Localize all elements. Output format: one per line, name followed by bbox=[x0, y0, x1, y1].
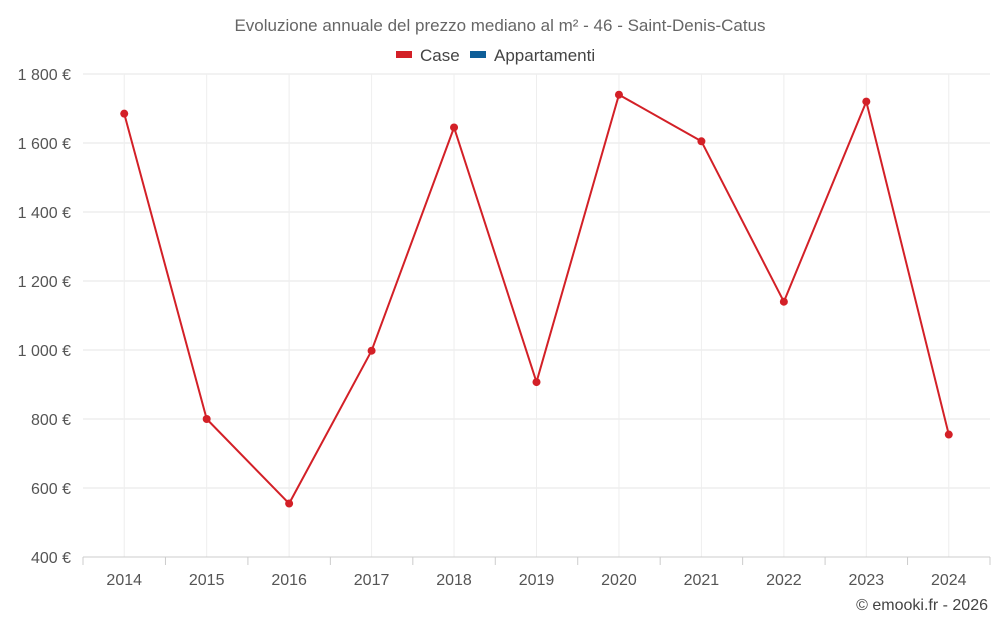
y-tick-label: 1 400 € bbox=[18, 205, 71, 222]
data-point bbox=[532, 378, 541, 387]
legend-label-case: Case bbox=[420, 46, 460, 65]
data-point bbox=[367, 346, 376, 355]
grid-lines bbox=[83, 73, 990, 558]
y-tick-label: 400 € bbox=[31, 550, 71, 567]
x-tick-label: 2017 bbox=[354, 572, 390, 589]
data-point bbox=[202, 415, 211, 423]
data-point bbox=[614, 90, 623, 99]
data-point bbox=[862, 97, 871, 106]
y-tick-label: 1 200 € bbox=[18, 274, 71, 291]
data-point bbox=[450, 123, 459, 132]
y-tick-label: 600 € bbox=[31, 481, 71, 498]
data-point bbox=[944, 430, 953, 439]
x-tick-label: 2018 bbox=[436, 572, 472, 589]
legend-label-appartamenti: Appartamenti bbox=[494, 46, 595, 65]
x-tick-label: 2020 bbox=[601, 572, 637, 589]
x-tick-label: 2014 bbox=[106, 572, 142, 589]
data-point bbox=[779, 297, 788, 306]
x-tick-label: 2023 bbox=[849, 572, 885, 589]
data-point bbox=[285, 499, 294, 508]
x-tick-label: 2016 bbox=[271, 572, 307, 589]
y-tick-label: 800 € bbox=[31, 412, 71, 429]
y-tick-label: 1 600 € bbox=[18, 136, 71, 153]
y-axis: 400 € 600 € 800 € 1 000 € 1 200 € 1 400 € 1 60… bbox=[18, 67, 71, 567]
copyright-footer: © emooki.fr - 2026 bbox=[856, 597, 988, 614]
x-axis: 2014 2015 2016 2017 2018 2019 2020 2021 2022 2023… bbox=[82, 556, 991, 589]
legend-swatch-case bbox=[396, 51, 412, 58]
legend: Case Appartamenti bbox=[396, 46, 595, 65]
legend-swatch-appartamenti bbox=[470, 51, 486, 58]
x-tick-label: 2024 bbox=[931, 572, 967, 589]
x-tick-label: 2022 bbox=[766, 572, 802, 589]
x-tick-label: 2019 bbox=[519, 572, 555, 589]
x-tick-label: 2015 bbox=[189, 572, 225, 589]
data-point bbox=[697, 137, 706, 146]
y-tick-label: 1 000 € bbox=[18, 343, 71, 360]
y-tick-label: 1 800 € bbox=[18, 67, 71, 84]
data-point bbox=[120, 109, 129, 118]
chart-title: Evoluzione annuale del prezzo mediano al… bbox=[234, 16, 765, 35]
series-group bbox=[120, 90, 953, 508]
x-tick-label: 2021 bbox=[684, 572, 720, 589]
